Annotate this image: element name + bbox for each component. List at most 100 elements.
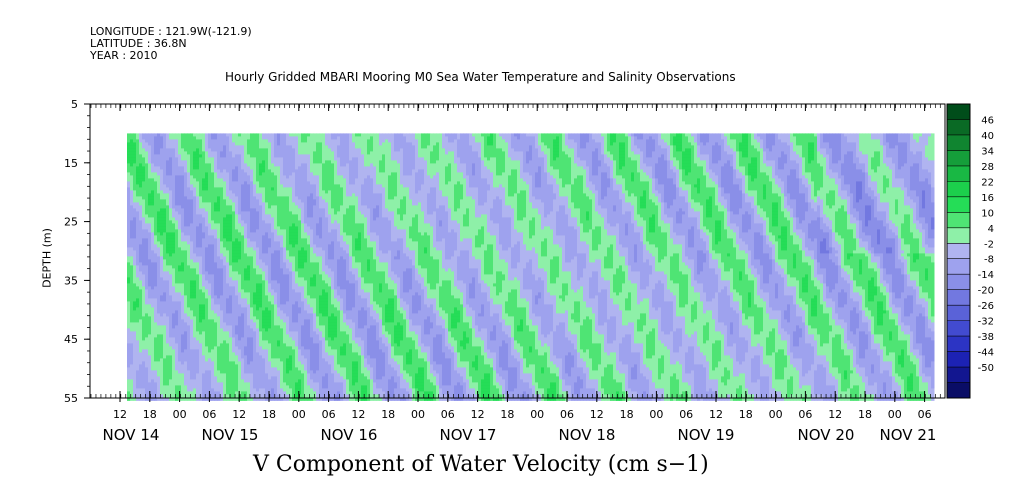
- heatmap-cell: [154, 292, 158, 296]
- heatmap-cell: [178, 238, 182, 242]
- heatmap-cell: [244, 259, 248, 263]
- heatmap-cell: [142, 376, 146, 380]
- heatmap-cell: [292, 367, 296, 371]
- heatmap-cell: [241, 346, 245, 350]
- heatmap-cell: [178, 337, 182, 341]
- heatmap-cell: [160, 235, 164, 239]
- heatmap-cell: [178, 148, 182, 152]
- heatmap-cell: [172, 190, 176, 194]
- heatmap-cell: [220, 160, 224, 164]
- heatmap-cell: [244, 172, 248, 176]
- heatmap-cell: [133, 358, 137, 362]
- heatmap-cell: [280, 271, 284, 275]
- heatmap-cell: [211, 298, 215, 302]
- heatmap-cell: [223, 322, 227, 326]
- heatmap-cell: [277, 148, 281, 152]
- heatmap-cell: [274, 373, 278, 377]
- heatmap-cell: [136, 256, 140, 260]
- heatmap-cell: [289, 388, 293, 392]
- heatmap-cell: [220, 289, 224, 293]
- heatmap-cell: [145, 385, 149, 389]
- heatmap-cell: [265, 187, 269, 191]
- heatmap-cell: [286, 322, 290, 326]
- heatmap-cell: [289, 187, 293, 191]
- heatmap-cell: [250, 172, 254, 176]
- heatmap-cell: [256, 232, 260, 236]
- heatmap-cell: [190, 184, 194, 188]
- heatmap-cell: [145, 316, 149, 320]
- heatmap-cell: [274, 226, 278, 230]
- heatmap-cell: [160, 352, 164, 356]
- heatmap-cell: [280, 250, 284, 254]
- heatmap-cell: [190, 337, 194, 341]
- heatmap-cell: [247, 277, 251, 281]
- heatmap-cell: [247, 268, 251, 272]
- heatmap-cell: [202, 370, 206, 374]
- heatmap-cell: [253, 136, 257, 140]
- heatmap-cell: [217, 196, 221, 200]
- heatmap-cell: [271, 235, 275, 239]
- heatmap-cell: [256, 277, 260, 281]
- heatmap-cell: [145, 361, 149, 365]
- heatmap-cell: [256, 244, 260, 248]
- heatmap-cell: [229, 220, 233, 224]
- heatmap-cell: [211, 244, 215, 248]
- heatmap-cell: [127, 229, 131, 233]
- heatmap-cell: [217, 139, 221, 143]
- heatmap-cell: [187, 187, 191, 191]
- heatmap-cell: [184, 355, 188, 359]
- heatmap-cell: [157, 340, 161, 344]
- heatmap-cell: [157, 322, 161, 326]
- heatmap-cell: [169, 256, 173, 260]
- heatmap-cell: [190, 334, 194, 338]
- heatmap-cell: [160, 334, 164, 338]
- heatmap-cell: [127, 181, 131, 185]
- heatmap-cell: [256, 247, 260, 251]
- heatmap-cell: [265, 298, 269, 302]
- heatmap-cell: [181, 214, 185, 218]
- heatmap-cell: [217, 271, 221, 275]
- heatmap-cell: [265, 373, 269, 377]
- heatmap-cell: [139, 214, 143, 218]
- heatmap-cell: [220, 304, 224, 308]
- heatmap-cell: [190, 271, 194, 275]
- heatmap-cell: [280, 139, 284, 143]
- heatmap-cell: [202, 193, 206, 197]
- heatmap-cell: [214, 280, 218, 284]
- heatmap-cell: [163, 205, 167, 209]
- heatmap-cell: [163, 268, 167, 272]
- heatmap-cell: [187, 136, 191, 140]
- heatmap-cell: [199, 136, 203, 140]
- heatmap-cell: [169, 232, 173, 236]
- heatmap-cell: [208, 331, 212, 335]
- heatmap-cell: [253, 268, 257, 272]
- heatmap-cell: [238, 310, 242, 314]
- heatmap-cell: [229, 373, 233, 377]
- heatmap-cell: [193, 172, 197, 176]
- heatmap-cell: [175, 202, 179, 206]
- heatmap-cell: [214, 166, 218, 170]
- heatmap-cell: [163, 322, 167, 326]
- heatmap-cell: [166, 307, 170, 311]
- heatmap-cell: [157, 376, 161, 380]
- heatmap-cell: [226, 157, 230, 161]
- heatmap-cell: [145, 334, 149, 338]
- heatmap-cell: [175, 220, 179, 224]
- heatmap-cell: [130, 361, 134, 365]
- heatmap-cell: [160, 178, 164, 182]
- heatmap-cell: [256, 358, 260, 362]
- heatmap-cell: [142, 316, 146, 320]
- heatmap-cell: [184, 202, 188, 206]
- heatmap-cell: [190, 211, 194, 215]
- heatmap-cell: [244, 361, 248, 365]
- heatmap-cell: [172, 205, 176, 209]
- heatmap-cell: [166, 256, 170, 260]
- heatmap-cell: [187, 217, 191, 221]
- heatmap-cell: [136, 241, 140, 245]
- heatmap-cell: [229, 382, 233, 386]
- heatmap-cell: [226, 232, 230, 236]
- heatmap-cell: [280, 319, 284, 323]
- heatmap-cell: [181, 256, 185, 260]
- heatmap-cell: [166, 310, 170, 314]
- heatmap-cell: [214, 169, 218, 173]
